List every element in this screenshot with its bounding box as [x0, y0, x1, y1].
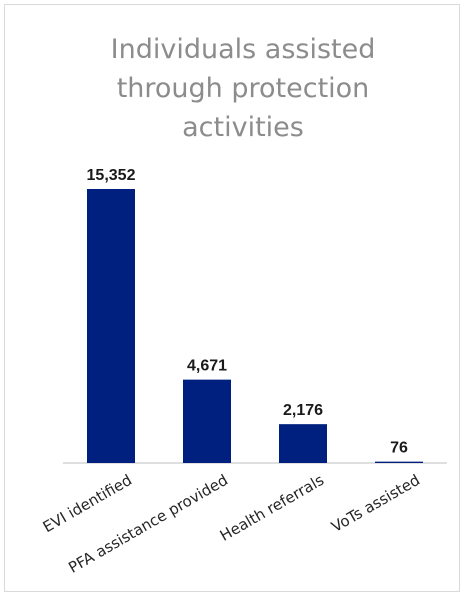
chart-title-line-2: through protection	[117, 73, 370, 104]
chart-title: Individuals assisted through protection …	[111, 34, 376, 143]
category-label-4: VoTs assisted	[328, 471, 423, 536]
chart-frame: Individuals assisted through protection …	[4, 4, 460, 592]
data-label-4: 76	[390, 440, 408, 457]
bar-4	[375, 461, 423, 463]
bar-1	[87, 189, 135, 463]
data-label-1: 15,352	[87, 167, 136, 184]
data-label-2: 4,671	[187, 358, 227, 375]
chart-title-line-3: activities	[182, 112, 304, 143]
data-label-3: 2,176	[283, 402, 323, 419]
chart-title-line-1: Individuals assisted	[111, 34, 376, 65]
category-label-1: EVI identified	[40, 471, 135, 536]
chart-canvas: Individuals assisted through protection …	[40, 34, 447, 577]
data-labels: 15,352 4,671 2,176 76	[87, 167, 408, 457]
category-label-2: PFA assistance provided	[65, 471, 231, 577]
bar-series	[87, 189, 423, 463]
bar-2	[183, 379, 231, 463]
bar-3	[279, 424, 327, 463]
category-label-3: Health referrals	[217, 471, 327, 545]
